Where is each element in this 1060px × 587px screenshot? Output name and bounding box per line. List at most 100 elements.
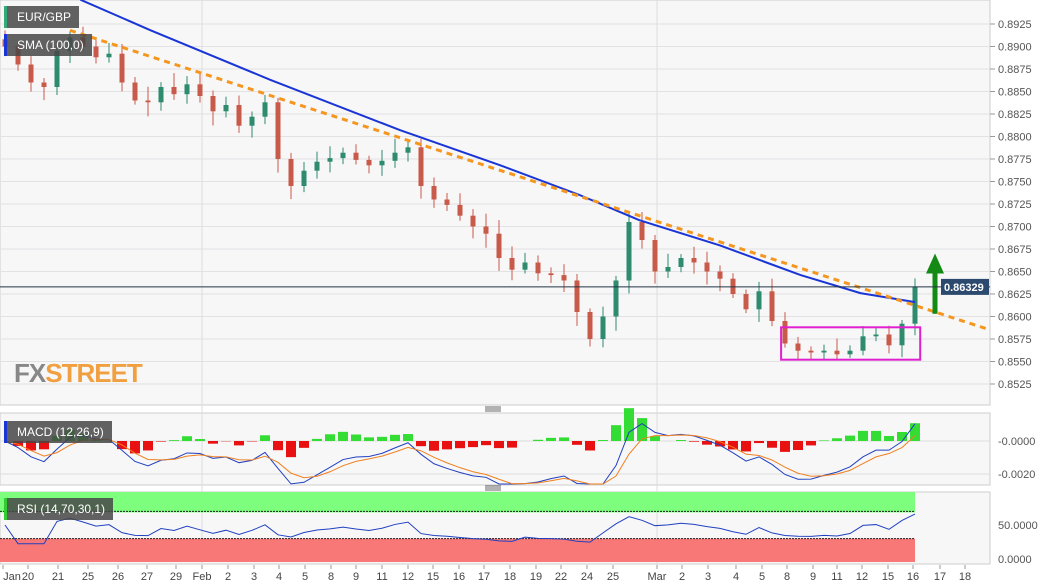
candle-body	[431, 186, 437, 200]
signal-line	[4, 434, 916, 485]
candle-body	[860, 336, 866, 351]
candle-body	[561, 275, 567, 281]
candle-body	[574, 280, 580, 312]
macd-histogram-bar	[637, 418, 647, 441]
rsi-overbought-zone	[0, 492, 915, 513]
macd-histogram-bar	[858, 430, 868, 441]
macd-histogram-bar	[546, 437, 556, 441]
macd-panel	[0, 412, 991, 486]
macd-histogram-bar	[403, 434, 413, 441]
candle-body	[756, 291, 762, 310]
candle-body	[145, 100, 151, 103]
candle-body	[457, 204, 463, 216]
x-tick-label: 9	[353, 571, 359, 583]
candle-body	[626, 222, 632, 281]
x-tick-label: 16	[907, 571, 919, 583]
candle-body	[509, 258, 515, 270]
x-tick-label: 4	[733, 571, 739, 583]
fxstreet-logo: FXSTREET	[14, 358, 143, 388]
macd-histogram-bar	[845, 435, 855, 441]
macd-histogram-bar	[299, 441, 309, 448]
macd-histogram-bar	[572, 441, 582, 445]
macd-histogram-bar	[351, 434, 361, 441]
x-tick-label: 3	[705, 571, 711, 583]
macd-histogram-bar	[507, 441, 517, 448]
candle-body	[782, 321, 788, 344]
candle-body	[834, 350, 840, 355]
y-tick-label: -0.0020	[998, 469, 1035, 481]
x-tick-label: 17	[934, 571, 946, 583]
candle-body	[587, 312, 593, 339]
x-tick-label: 19	[530, 571, 542, 583]
macd-histogram-bar	[468, 441, 478, 448]
candle-body	[730, 278, 736, 294]
y-tick-label: 0.8675	[998, 244, 1032, 256]
candle-body	[470, 215, 476, 227]
macd-histogram-bar	[182, 436, 192, 441]
macd-histogram-bar	[338, 431, 348, 441]
y-tick-label: -0.0000	[998, 436, 1035, 448]
candle-body	[93, 46, 99, 58]
candle-body	[483, 226, 489, 234]
x-tick-label: 18	[504, 571, 516, 583]
y-tick-label: 0.8750	[998, 177, 1032, 189]
macd-histogram-bar	[26, 441, 36, 451]
candle-body	[795, 343, 801, 351]
macd-histogram-bar	[897, 431, 907, 441]
macd-histogram-bar	[260, 435, 270, 441]
x-tick-label: 15	[882, 571, 894, 583]
macd-histogram-bar	[871, 430, 881, 441]
y-tick-label: 50.0000	[998, 520, 1038, 532]
x-tick-label: 15	[427, 571, 439, 583]
candle-body	[743, 294, 749, 310]
macd-histogram-bar	[169, 440, 179, 441]
macd-histogram-bar	[494, 441, 504, 449]
y-tick-label: 0.8650	[998, 267, 1032, 279]
candle-body	[769, 291, 775, 321]
x-tick-label: 16	[453, 571, 465, 583]
x-tick-label: 8	[784, 571, 790, 583]
candle-body	[912, 286, 918, 324]
macd-histogram-bar	[806, 441, 816, 446]
candle-body	[899, 323, 905, 346]
candle-body	[41, 82, 47, 87]
candle-body	[119, 53, 125, 83]
x-tick-label: 12	[856, 571, 868, 583]
y-tick-label: 0.8800	[998, 132, 1032, 144]
macd-histogram-bar	[130, 441, 140, 454]
x-tick-label: 5	[759, 571, 765, 583]
candle-body	[106, 53, 112, 58]
macd-histogram-bar	[286, 441, 296, 458]
macd-histogram-bar	[650, 436, 660, 441]
macd-histogram-bar	[377, 436, 387, 441]
macd-histogram-bar	[273, 441, 283, 451]
candle-body	[600, 316, 606, 339]
macd-histogram-bar	[754, 441, 764, 444]
macd-histogram-bar	[13, 441, 23, 446]
candle-body	[301, 170, 307, 186]
candle-body	[184, 84, 190, 95]
x-tick-label: 2	[225, 571, 231, 583]
y-tick-label: 0.8525	[998, 379, 1032, 391]
x-tick-label: 2	[679, 571, 685, 583]
macd-histogram-bar	[676, 440, 686, 441]
sma-line	[80, 0, 916, 304]
x-tick-label: 25	[82, 571, 94, 583]
candle-body	[132, 82, 138, 101]
candle-body	[366, 159, 372, 166]
candle-body	[379, 160, 385, 166]
x-tick-label: 5	[302, 571, 308, 583]
x-tick-label: 29	[170, 571, 182, 583]
candle-body	[158, 87, 164, 103]
macd-line	[4, 423, 916, 485]
sma-label: SMA (100,0)	[4, 34, 92, 56]
macd-histogram-bar	[767, 441, 777, 448]
x-tick-label: 20	[22, 571, 34, 583]
y-tick-label: 0.8900	[998, 42, 1032, 54]
candle-body	[353, 152, 359, 160]
macd-histogram-bar	[741, 441, 751, 452]
macd-histogram-bar	[312, 438, 322, 441]
macd-histogram-bar	[689, 441, 699, 442]
candle-body	[340, 152, 346, 159]
